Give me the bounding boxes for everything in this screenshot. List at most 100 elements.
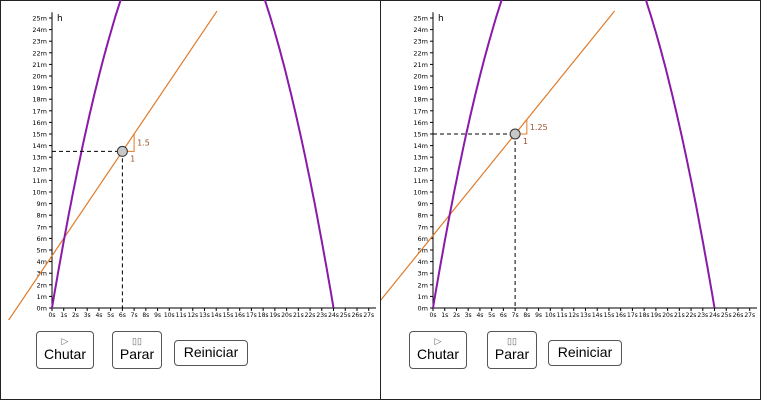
- x-tick-label: 11s: [176, 312, 187, 319]
- x-tick-label: 24s: [709, 312, 720, 319]
- x-tick-label: 23s: [697, 312, 708, 319]
- x-tick-label: 10s: [545, 312, 556, 319]
- x-tick-label: 24s: [328, 312, 339, 319]
- x-tick-label: 25s: [721, 312, 732, 319]
- y-tick-label: 2m: [37, 281, 47, 289]
- y-tick-label: 16m: [413, 119, 428, 127]
- panel-divider: [380, 0, 381, 400]
- y-tick-label: 17m: [32, 107, 47, 115]
- y-tick-label: 19m: [413, 84, 428, 92]
- y-tick-label: 21m: [32, 61, 47, 69]
- x-tick-label: 21s: [674, 312, 685, 319]
- y-tick-label: 1m: [37, 293, 47, 301]
- slope-run-label: 1: [523, 137, 528, 146]
- y-tick-label: 2m: [418, 281, 428, 289]
- y-tick-label: 18m: [413, 96, 428, 104]
- y-tick-label: 0m: [37, 305, 47, 313]
- y-tick-label: 19m: [32, 84, 47, 92]
- y-tick-label: 7m: [418, 223, 428, 231]
- x-tick-label: 21s: [293, 312, 304, 319]
- y-tick-label: 13m: [413, 154, 428, 162]
- x-tick-label: 6s: [500, 312, 507, 319]
- kick-button[interactable]: ▷ Chutar: [36, 331, 94, 369]
- x-tick-label: 27s: [363, 312, 374, 319]
- pause-button[interactable]: ▯▯ Parar: [112, 331, 162, 369]
- y-tick-label: 8m: [37, 212, 47, 220]
- y-tick-label: 20m: [32, 73, 47, 81]
- slope-rise-label: 1.25: [530, 123, 548, 132]
- x-tick-label: 19s: [650, 312, 661, 319]
- x-tick-label: 18s: [258, 312, 269, 319]
- y-tick-label: 11m: [32, 177, 47, 185]
- x-tick-label: 22s: [686, 312, 697, 319]
- x-tick-label: 9s: [154, 312, 161, 319]
- tangent-line: [7, 10, 218, 320]
- y-tick-label: 12m: [32, 165, 47, 173]
- y-tick-label: 6m: [37, 235, 47, 243]
- x-tick-label: 23s: [316, 312, 327, 319]
- y-tick-label: 10m: [413, 189, 428, 197]
- x-tick-label: 8s: [523, 312, 530, 319]
- x-tick-label: 26s: [733, 312, 744, 319]
- x-tick-label: 20s: [281, 312, 292, 319]
- play-icon: ▷: [61, 336, 69, 346]
- y-tick-label: 16m: [32, 119, 47, 127]
- y-tick-label: 10m: [32, 189, 47, 197]
- x-tick-label: 12s: [568, 312, 579, 319]
- x-tick-label: 4s: [476, 312, 483, 319]
- reset-button[interactable]: Reiniciar: [174, 340, 248, 366]
- y-tick-label: 4m: [37, 258, 47, 266]
- play-icon: ▷: [434, 336, 442, 346]
- y-tick-label: 22m: [32, 49, 47, 57]
- y-tick-label: 7m: [37, 223, 47, 231]
- y-tick-label: 18m: [32, 96, 47, 104]
- kick-button[interactable]: ▷ Chutar: [409, 331, 467, 369]
- y-tick-label: 23m: [32, 38, 47, 46]
- x-tick-label: 20s: [662, 312, 673, 319]
- x-tick-label: 7s: [131, 312, 138, 319]
- x-tick-label: 11s: [557, 312, 568, 319]
- ball-point: [509, 128, 521, 140]
- x-tick-label: 9s: [535, 312, 542, 319]
- x-tick-label: 3s: [465, 312, 472, 319]
- x-tick-label: 19s: [269, 312, 280, 319]
- x-tick-label: 17s: [246, 312, 257, 319]
- x-tick-label: 13s: [199, 312, 210, 319]
- slope-run-label: 1: [130, 154, 135, 163]
- x-tick-label: 2s: [72, 312, 79, 319]
- y-tick-label: 6m: [418, 235, 428, 243]
- y-tick-label: 12m: [413, 165, 428, 173]
- x-tick-label: 15s: [604, 312, 615, 319]
- x-tick-label: 15s: [223, 312, 234, 319]
- y-tick-label: 9m: [37, 200, 47, 208]
- y-tick-label: 25m: [32, 15, 47, 23]
- y-tick-label: 21m: [413, 61, 428, 69]
- y-tick-label: 22m: [413, 49, 428, 57]
- pause-icon: ▯▯: [507, 336, 517, 346]
- pause-button[interactable]: ▯▯ Parar: [487, 331, 537, 369]
- y-tick-label: 4m: [418, 258, 428, 266]
- x-tick-label: 14s: [211, 312, 222, 319]
- reset-button[interactable]: Reiniciar: [548, 340, 622, 366]
- y-axis-label: h: [438, 14, 444, 24]
- x-tick-label: 25s: [340, 312, 351, 319]
- graph-left: h 0m 1m 2m 3m 4m 5m 6m 7m 8m 9m 10m 11m 12m 13m 14m 15m 1…: [7, 0, 376, 320]
- pause-icon: ▯▯: [132, 336, 142, 346]
- y-tick-label: 1m: [418, 293, 428, 301]
- ball-point: [116, 145, 128, 157]
- y-tick-label: 24m: [413, 26, 428, 34]
- slope-rise-label: 1.5: [137, 139, 150, 148]
- y-tick-label: 3m: [418, 270, 428, 278]
- y-tick-label: 15m: [413, 131, 428, 139]
- x-tick-label: 27s: [744, 312, 755, 319]
- tangent-line: [381, 10, 616, 301]
- x-tick-label: 5s: [107, 312, 114, 319]
- x-tick-label: 17s: [627, 312, 638, 319]
- x-tick-label: 26s: [352, 312, 363, 319]
- x-tick-label: 14s: [592, 312, 603, 319]
- y-axis-label: h: [57, 14, 63, 24]
- x-tick-label: 18s: [639, 312, 650, 319]
- y-tick-label: 20m: [413, 73, 428, 81]
- y-tick-label: 11m: [413, 177, 428, 185]
- x-tick-label: 10s: [164, 312, 175, 319]
